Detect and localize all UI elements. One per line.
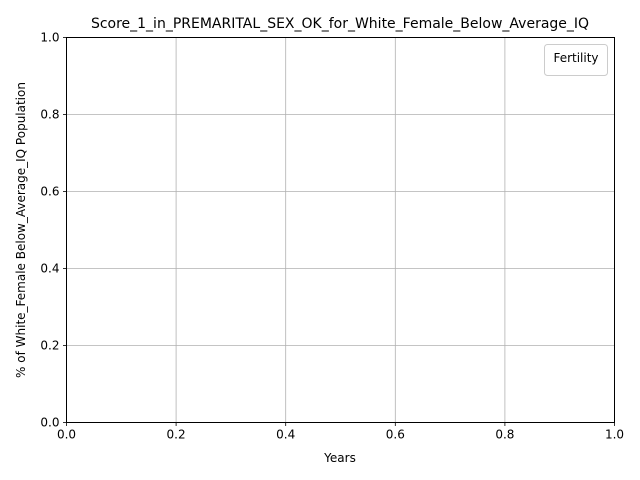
x-axis-label: Years xyxy=(323,451,356,465)
x-tick-label: 0.4 xyxy=(276,428,295,442)
x-tick-label: 0.8 xyxy=(495,428,514,442)
legend-box xyxy=(544,44,608,76)
x-tick-label: 1.0 xyxy=(605,428,624,442)
y-tick-label: 0.4 xyxy=(40,262,59,276)
chart-title: Score_1_in_PREMARITAL_SEX_OK_for_White_F… xyxy=(91,16,589,32)
legend: Fertility xyxy=(544,44,608,76)
grid-lines xyxy=(66,37,615,423)
x-tick-label: 0.6 xyxy=(386,428,405,442)
y-tick-label: 0.8 xyxy=(40,108,59,122)
legend-title: Fertility xyxy=(553,51,598,65)
y-tick-label: 0.2 xyxy=(40,339,59,353)
axis-ticks: 0.0 0.2 0.4 0.6 0.8 1.0 0.0 0.2 0.4 0.6 0.8 1.0 xyxy=(40,31,624,442)
y-axis-label: % of White_Female Below_Average_IQ Popul… xyxy=(14,82,28,378)
x-tick-label: 0.2 xyxy=(167,428,186,442)
y-tick-label: 0.6 xyxy=(40,185,59,199)
x-tick-label: 0.0 xyxy=(57,428,76,442)
y-tick-label: 1.0 xyxy=(40,31,59,45)
plot-area-frame xyxy=(66,37,615,423)
y-tick-label: 0.0 xyxy=(40,416,59,430)
